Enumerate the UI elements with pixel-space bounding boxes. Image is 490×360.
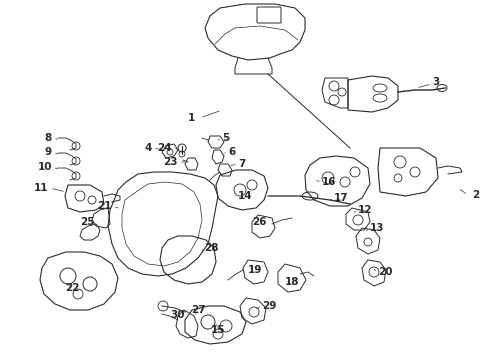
- Text: 5: 5: [222, 133, 229, 143]
- Text: 25: 25: [80, 217, 95, 227]
- Text: 3: 3: [432, 77, 439, 87]
- Text: 13: 13: [370, 223, 385, 233]
- Text: 17: 17: [334, 193, 348, 203]
- Text: 21: 21: [98, 201, 112, 211]
- Text: 20: 20: [378, 267, 392, 277]
- Text: 8: 8: [45, 133, 52, 143]
- Text: 26: 26: [252, 217, 267, 227]
- Text: 24: 24: [157, 143, 172, 153]
- Text: 11: 11: [33, 183, 48, 193]
- Text: 12: 12: [358, 205, 372, 215]
- Text: 14: 14: [238, 191, 253, 201]
- Text: 2: 2: [472, 190, 479, 200]
- Text: 6: 6: [228, 147, 235, 157]
- Text: 27: 27: [191, 305, 205, 315]
- Text: 23: 23: [164, 157, 178, 167]
- Text: 29: 29: [262, 301, 276, 311]
- Text: 1: 1: [188, 113, 195, 123]
- Text: 22: 22: [65, 283, 79, 293]
- Text: 16: 16: [322, 177, 337, 187]
- Text: 30: 30: [171, 310, 185, 320]
- Text: 19: 19: [248, 265, 262, 275]
- Text: 28: 28: [204, 243, 219, 253]
- Text: 15: 15: [211, 325, 225, 335]
- Text: 7: 7: [238, 159, 245, 169]
- Text: 4: 4: [145, 143, 152, 153]
- Text: 10: 10: [38, 162, 52, 172]
- Text: 18: 18: [285, 277, 299, 287]
- Text: 9: 9: [45, 147, 52, 157]
